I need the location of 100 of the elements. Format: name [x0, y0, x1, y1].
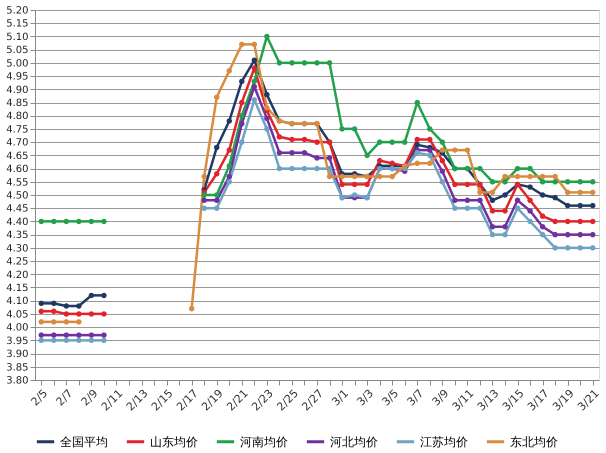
y-tick-label: 3.80 [6, 376, 28, 386]
point [440, 147, 446, 153]
point [552, 194, 558, 200]
legend-label: 河北均价 [330, 434, 378, 449]
point [76, 218, 82, 224]
y-tick-label: 4.05 [6, 309, 28, 320]
point [88, 311, 94, 317]
point [252, 42, 258, 48]
point [514, 166, 520, 172]
point [452, 147, 458, 153]
point [527, 218, 533, 224]
point [527, 198, 533, 204]
point [577, 202, 583, 208]
point [590, 179, 596, 185]
x-tick-label: 3/1 [329, 386, 352, 409]
y-tick-label: 4.25 [6, 256, 28, 268]
point [452, 198, 458, 204]
point [452, 182, 458, 188]
point [527, 174, 533, 180]
y-tick-label: 3.90 [6, 349, 28, 360]
y-tick-label: 4.80 [6, 111, 28, 122]
y-tick-label: 4.65 [6, 150, 28, 162]
point [289, 166, 295, 172]
point [252, 65, 258, 71]
point [314, 139, 320, 145]
point [427, 160, 433, 166]
point [564, 202, 570, 208]
point [427, 136, 433, 142]
point [552, 245, 558, 251]
point [326, 166, 332, 172]
point [51, 308, 57, 314]
point [239, 100, 245, 106]
y-tick-label: 4.95 [6, 72, 28, 83]
point [440, 168, 446, 174]
point [527, 166, 533, 172]
point [339, 174, 345, 180]
point [252, 84, 258, 90]
y-tick-label: 5.15 [6, 18, 28, 30]
point [101, 311, 107, 317]
point [564, 218, 570, 224]
point [577, 218, 583, 224]
point [276, 150, 282, 156]
point [314, 166, 320, 172]
point [76, 338, 82, 344]
point [477, 166, 483, 172]
point [302, 136, 308, 142]
point [201, 198, 207, 204]
point [477, 205, 483, 211]
point [302, 150, 308, 156]
point [376, 158, 382, 164]
point [564, 245, 570, 251]
point [477, 190, 483, 196]
point [239, 42, 245, 48]
y-tick-label: 4.45 [6, 204, 28, 215]
point [389, 174, 395, 180]
point [577, 190, 583, 196]
point [38, 308, 44, 314]
point [464, 205, 470, 211]
point [540, 179, 546, 185]
y-tick-label: 5.10 [6, 32, 28, 43]
point [490, 190, 496, 196]
point [540, 232, 546, 238]
point [402, 139, 408, 145]
y-tick-label: 3.85 [6, 362, 28, 374]
y-tick-label: 4.30 [6, 243, 28, 254]
point [188, 306, 194, 312]
point [214, 144, 220, 150]
point [226, 147, 232, 153]
y-tick-label: 4.20 [6, 270, 28, 281]
point [477, 198, 483, 204]
point [314, 60, 320, 66]
point [502, 224, 508, 230]
point [38, 338, 44, 344]
point [514, 198, 520, 204]
point [51, 218, 57, 224]
point [302, 166, 308, 172]
x-tick-label: 3/9 [430, 386, 452, 409]
point [64, 303, 70, 309]
point [590, 218, 596, 224]
point [389, 139, 395, 145]
point [440, 179, 446, 185]
point [339, 182, 345, 188]
point [326, 60, 332, 66]
y-tick-label: 5.00 [6, 58, 28, 70]
x-tick-label: 2/5 [28, 386, 50, 409]
point [226, 174, 232, 180]
point [201, 192, 207, 198]
point [552, 232, 558, 238]
point [64, 311, 70, 317]
y-tick-label: 4.85 [6, 98, 28, 109]
point [352, 192, 358, 198]
legend-label: 东北均价 [510, 434, 558, 449]
point [502, 208, 508, 214]
y-tick-label: 4.00 [6, 322, 28, 334]
point [552, 174, 558, 180]
point [51, 338, 57, 344]
point [552, 218, 558, 224]
point [564, 179, 570, 185]
point [226, 68, 232, 74]
point [427, 147, 433, 153]
